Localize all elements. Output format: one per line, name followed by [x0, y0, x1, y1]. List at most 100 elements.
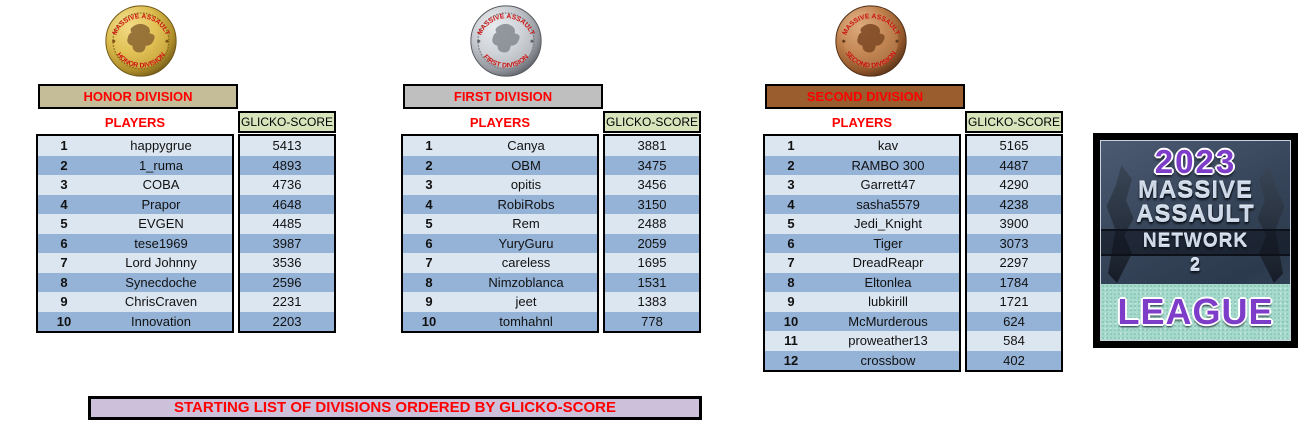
medal-right-ornament: ❖ [165, 38, 170, 45]
logo-title-assault: ASSAULT [1136, 201, 1255, 228]
table-row: 3 Garrett47 [765, 175, 959, 195]
rank-cell: 11 [784, 333, 798, 349]
player-cell: Eltonlea [864, 274, 912, 290]
rank-cell: 7 [60, 255, 68, 271]
players-column-header: PLAYERS [831, 115, 893, 130]
score-cell: 2203 [240, 311, 334, 331]
league-logo-inner: 2023 MASSIVE ASSAULT NETWORK 2 LEAGUE [1100, 140, 1291, 341]
rank-cell: 6 [425, 235, 433, 251]
table-row: 5 Rem [403, 214, 597, 234]
player-cell: Canya [507, 138, 545, 154]
player-cell: lubkirill [868, 294, 908, 310]
score-cell: 3536 [240, 253, 334, 273]
table-row: 1 kav [765, 136, 959, 156]
table-row: 2 RAMBO 300 [765, 155, 959, 175]
score-cell: 1531 [605, 272, 699, 292]
rank-cell: 3 [787, 177, 795, 193]
bottom-banner: STARTING LIST OF DIVISIONS ORDERED BY GL… [88, 396, 702, 420]
player-cell: Rem [512, 216, 540, 232]
table-row: 7 careless [403, 253, 597, 273]
score-cell: 4485 [240, 214, 334, 234]
table-row: 3 opitis [403, 175, 597, 195]
table-row: 10 tomhahnl [403, 311, 597, 331]
table-row: 10 McMurderous [765, 311, 959, 331]
table-row: 7 DreadReapr [765, 253, 959, 273]
player-cell: Nimzoblanca [488, 274, 564, 290]
table-row: 4 sasha5579 [765, 194, 959, 214]
score-cell: 4487 [967, 155, 1061, 175]
rank-cell: 2 [425, 157, 433, 173]
rank-cell: 10 [56, 313, 72, 329]
score-column-header: GLICKO-SCORE [965, 111, 1063, 133]
score-cell: 1383 [605, 292, 699, 312]
score-cell: 778 [605, 311, 699, 331]
medal-globe-art [127, 23, 155, 53]
player-cell: opitis [510, 177, 542, 193]
score-cell: 4893 [240, 155, 334, 175]
logo-year: 2023 [1154, 143, 1237, 180]
rank-cell: 10 [421, 313, 437, 329]
score-cell: 3073 [967, 233, 1061, 253]
table-row: 9 lubkirill [765, 292, 959, 312]
table-row: 9 jeet [403, 292, 597, 312]
player-cell: EVGEN [138, 216, 184, 232]
rank-cell: 7 [425, 255, 433, 271]
rank-cell: 6 [60, 235, 68, 251]
player-cell: DreadReapr [852, 255, 924, 271]
scores-table-second: 5165 4487 4290 4238 3900 3073 2297 1784 1721 624 5… [965, 134, 1063, 372]
rank-cell: 5 [787, 216, 795, 232]
score-cell: 2231 [240, 292, 334, 312]
player-cell: McMurderous [848, 313, 928, 329]
table-row: 5 EVGEN [38, 214, 232, 234]
score-cell: 2488 [605, 214, 699, 234]
player-cell: Lord Johnny [125, 255, 197, 271]
rank-cell: 8 [425, 274, 433, 290]
table-row: 2 OBM [403, 155, 597, 175]
rank-cell: 1 [60, 138, 68, 154]
logo-title-massive: MASSIVE [1137, 177, 1254, 204]
table-row: 8 Nimzoblanca [403, 272, 597, 292]
score-cell: 2297 [967, 253, 1061, 273]
player-cell: Tiger [873, 235, 903, 251]
player-cell: YuryGuru [498, 235, 554, 251]
player-cell: kav [877, 138, 899, 154]
rank-cell: 3 [60, 177, 68, 193]
rank-cell: 8 [787, 274, 795, 290]
table-row: 12 crossbow [765, 350, 959, 370]
score-cell: 584 [967, 331, 1061, 351]
player-cell: Prapor [141, 196, 181, 212]
table-row: 8 Synecdoche [38, 272, 232, 292]
logo-top-area: 2023 MASSIVE ASSAULT NETWORK 2 [1101, 141, 1290, 284]
table-row: 6 YuryGuru [403, 233, 597, 253]
players-table-first: 1 Canya 2 OBM 3 opitis 4 RobiRobs 5 Rem 6 YuryGuru 7… [401, 134, 599, 333]
score-cell: 3987 [240, 233, 334, 253]
medal-globe-art [492, 23, 520, 53]
player-cell: jeet [515, 294, 537, 310]
table-row: 1 happygrue [38, 136, 232, 156]
player-cell: Garrett47 [860, 177, 916, 193]
score-cell: 3150 [605, 194, 699, 214]
table-row: 6 tese1969 [38, 233, 232, 253]
table-row: 1 Canya [403, 136, 597, 156]
table-row: 7 Lord Johnny [38, 253, 232, 273]
player-cell: COBA [142, 177, 180, 193]
rank-cell: 7 [787, 255, 795, 271]
rank-cell: 10 [783, 313, 799, 329]
score-cell: 1695 [605, 253, 699, 273]
score-cell: 4736 [240, 175, 334, 195]
player-cell: Innovation [131, 313, 191, 329]
table-row: 10 Innovation [38, 311, 232, 331]
score-cell: 1721 [967, 292, 1061, 312]
rank-cell: 3 [425, 177, 433, 193]
league-logo: 2023 MASSIVE ASSAULT NETWORK 2 LEAGUE [1093, 133, 1298, 348]
player-cell: Jedi_Knight [854, 216, 922, 232]
table-row: 2 1_ruma [38, 155, 232, 175]
medal-left-ornament: ❖ [842, 38, 847, 45]
gold-medal-icon: ❖ ❖ MASSIVE ASSAULT HONOR DIVISION [105, 5, 177, 77]
medal-left-ornament: ❖ [112, 38, 117, 45]
table-row: 11 proweather13 [765, 331, 959, 351]
scores-table-first: 3881 3475 3456 3150 2488 2059 1695 1531 1383 778 [603, 134, 701, 333]
score-cell: 624 [967, 311, 1061, 331]
bronze-medal-icon: ❖ ❖ MASSIVE ASSAULT SECOND DIVISION [835, 5, 907, 77]
logo-league-band: LEAGUE [1101, 284, 1290, 340]
